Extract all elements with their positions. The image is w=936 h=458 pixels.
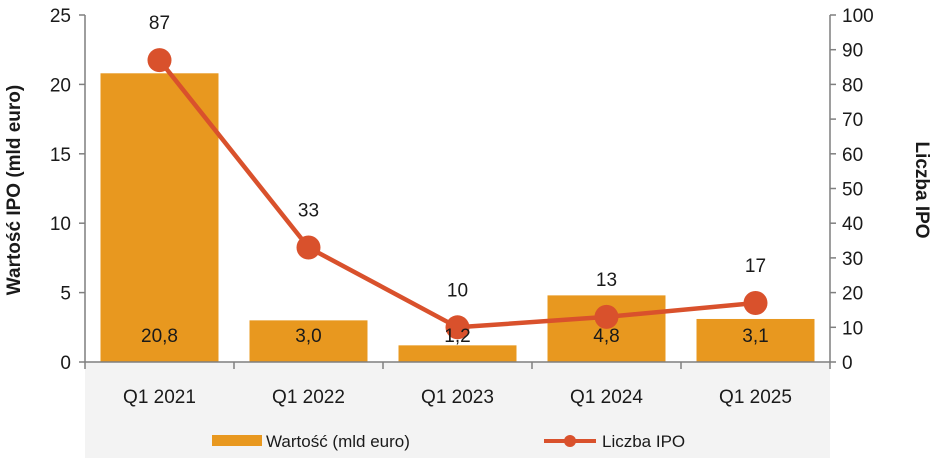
legend-label-value: Wartość (mld euro) (266, 432, 410, 451)
bar-label-2: 1,2 (444, 326, 470, 347)
point-2 (445, 315, 470, 340)
point-1 (296, 235, 321, 260)
y-tick-label-3: 15 (50, 145, 71, 166)
y2-tick-label-1: 10 (842, 318, 863, 339)
point-label-4: 17 (745, 256, 766, 277)
bar-1 (249, 320, 368, 362)
point-4 (743, 291, 768, 316)
y-tick-label-4: 20 (50, 75, 71, 96)
x-tick-label-3: Q1 2024 (570, 387, 643, 408)
bar-2 (398, 345, 517, 362)
legend-swatch-value (212, 435, 262, 446)
x-tick-label-4: Q1 2025 (719, 387, 792, 408)
x-tick-label-1: Q1 2022 (272, 387, 345, 408)
y2-tick-label-6: 60 (842, 145, 863, 166)
y2-tick-label-5: 50 (842, 180, 863, 201)
point-0 (147, 48, 172, 73)
x-tick-label-2: Q1 2023 (421, 387, 494, 408)
bar-4 (696, 318, 815, 362)
y2-tick-label-8: 80 (842, 75, 863, 96)
legend: Wartość (mld euro) Liczba IPO (212, 432, 685, 451)
bar-label-4: 3,1 (742, 326, 768, 347)
point-label-2: 10 (447, 280, 468, 301)
y-tick-label-5: 25 (50, 6, 71, 27)
x-tick-label-0: Q1 2021 (123, 387, 196, 408)
point-label-1: 33 (298, 200, 319, 221)
bar-label-3: 4,8 (593, 326, 619, 347)
bar-label-1: 3,0 (295, 326, 321, 347)
y2-tick-label-9: 90 (842, 41, 863, 62)
y2-tick-label-4: 40 (842, 214, 863, 235)
y2-tick-label-2: 20 (842, 284, 863, 305)
y-tick-label-1: 5 (60, 284, 71, 305)
bar-label-0: 20,8 (141, 326, 178, 347)
y-tick-label-0: 0 (60, 353, 71, 374)
y-axis-title: Wartość IPO (mld euro) (4, 85, 25, 295)
y-tick-label-2: 10 (50, 214, 71, 235)
legend-label-count: Liczba IPO (602, 432, 685, 451)
y2-tick-label-10: 100 (842, 6, 874, 27)
axis-band (85, 362, 830, 458)
y2-tick-label-3: 30 (842, 249, 863, 270)
point-3 (594, 304, 619, 329)
y2-tick-label-0: 0 (842, 353, 853, 374)
point-label-3: 13 (596, 270, 617, 291)
y2-axis-title: Liczba IPO (911, 141, 932, 238)
point-label-0: 87 (149, 13, 170, 34)
bar-0 (100, 73, 219, 363)
y2-tick-label-7: 70 (842, 110, 863, 131)
legend-swatch-marker (564, 435, 576, 447)
